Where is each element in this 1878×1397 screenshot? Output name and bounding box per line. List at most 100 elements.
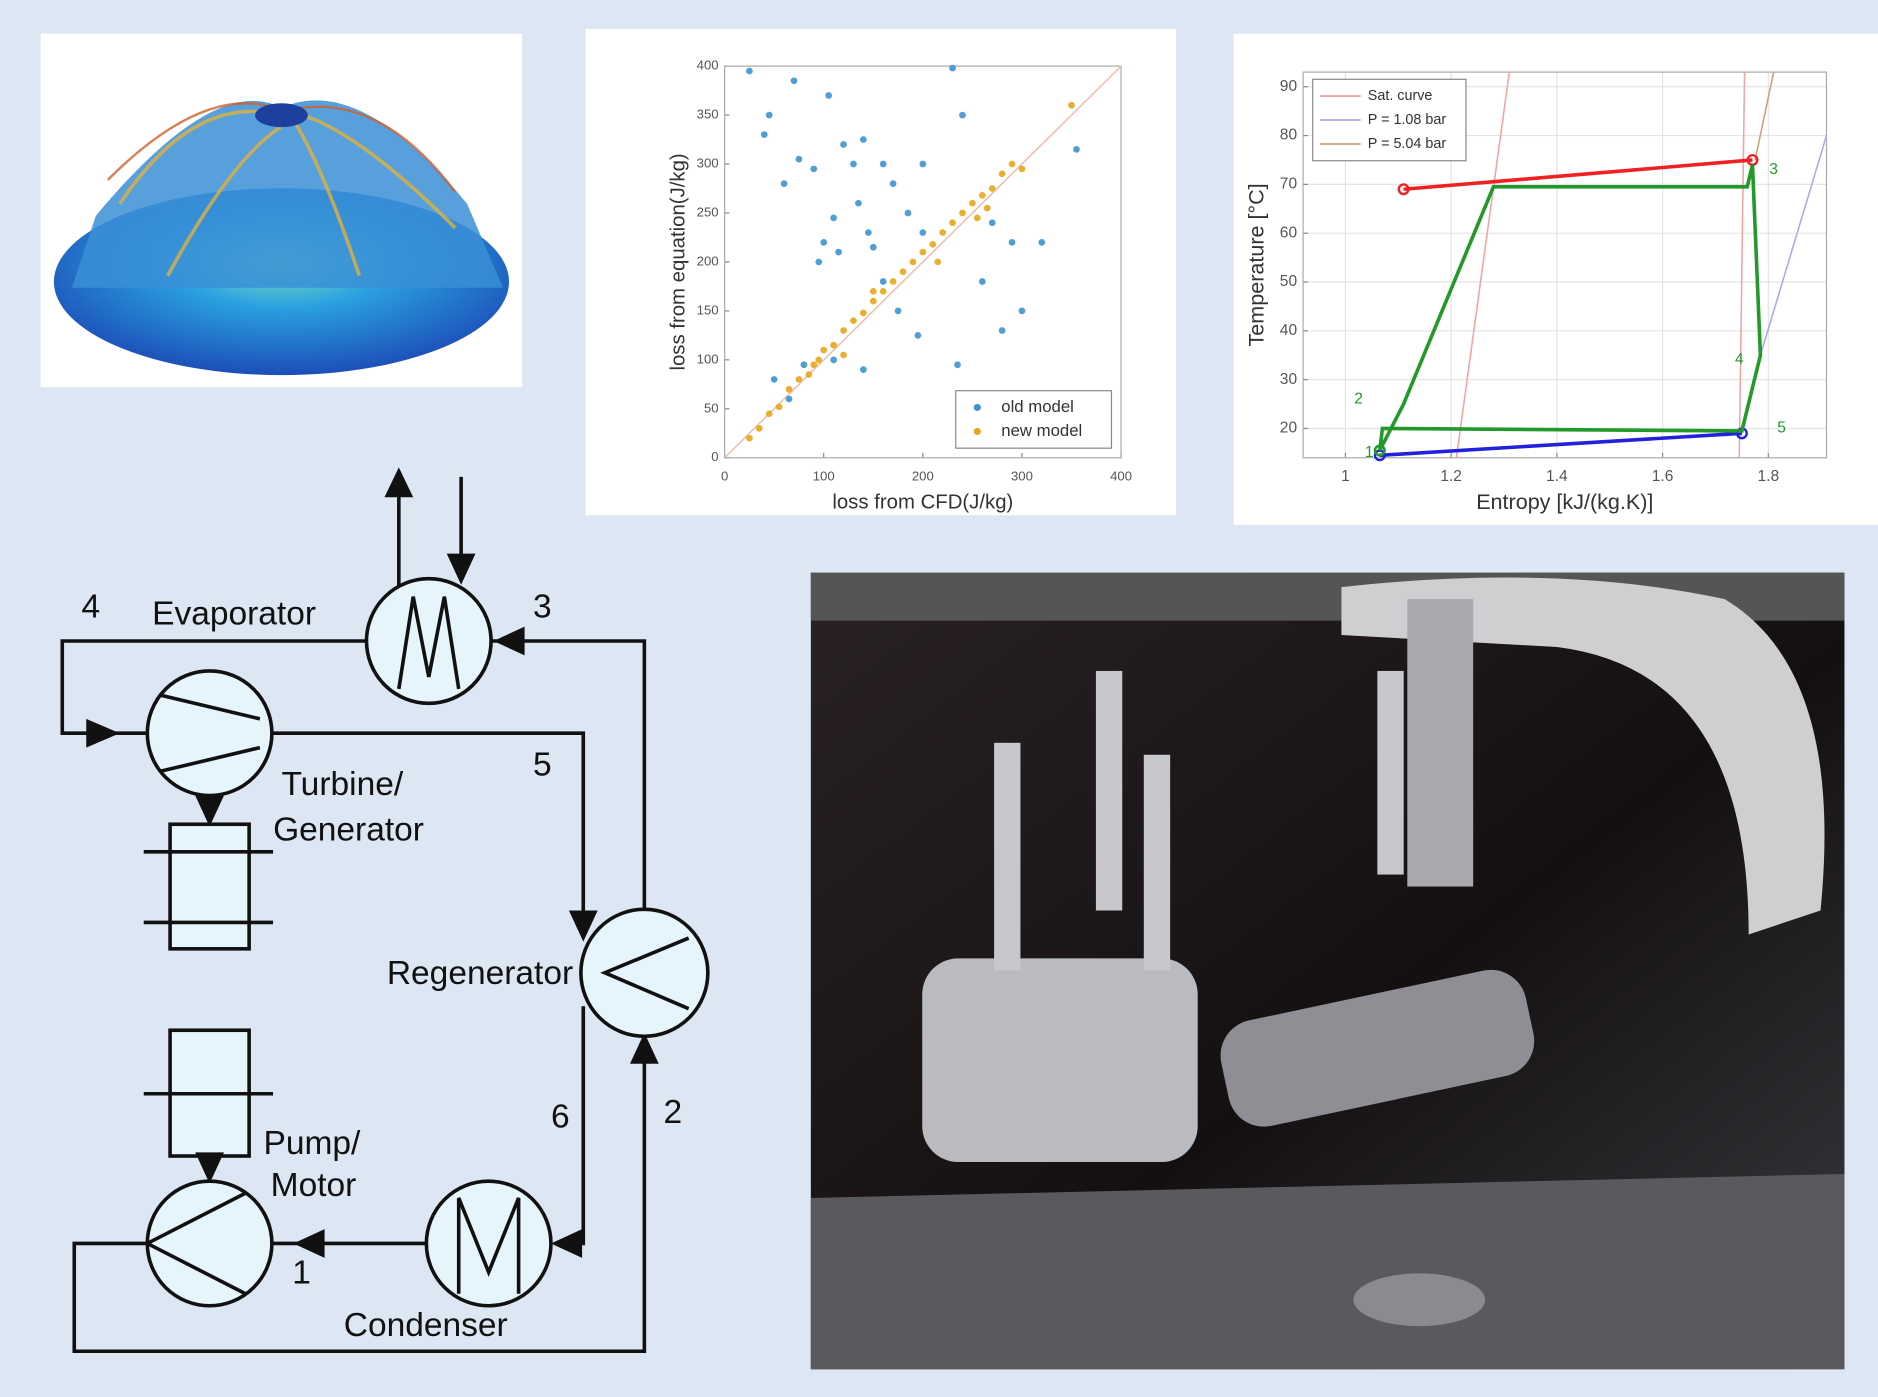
y-tick-label: 200 — [697, 253, 719, 268]
legend-label: new model — [1001, 421, 1082, 440]
y-axis-label: loss from equation(J/kg) — [667, 153, 689, 370]
legend-label: P = 1.08 bar — [1368, 112, 1447, 128]
point — [835, 249, 842, 256]
component-label: Generator — [273, 811, 424, 848]
page: {"chart_data": [ {"type": "scatter", "xl… — [0, 0, 1878, 1397]
point — [880, 278, 887, 285]
point — [974, 215, 981, 222]
annotation: 3 — [1769, 161, 1778, 178]
y-tick-label: 150 — [697, 302, 719, 317]
point — [929, 241, 936, 248]
point — [870, 244, 877, 251]
orc-schematic: 4 Evaporator 3 Turbine/ Generator 5 Rege… — [62, 467, 708, 1351]
cfd-image — [41, 34, 522, 387]
point — [865, 229, 872, 236]
x-axis-label: Entropy [kJ/(kg.K)] — [1476, 489, 1653, 514]
x-axis-label: loss from CFD(J/kg) — [832, 492, 1013, 514]
point — [1009, 239, 1016, 246]
legend-marker — [974, 428, 981, 435]
point — [900, 268, 907, 275]
point — [746, 435, 753, 442]
point — [989, 185, 996, 192]
x-tick-label: 1.4 — [1546, 468, 1568, 485]
point — [766, 410, 773, 417]
point — [959, 210, 966, 217]
y-tick-label: 50 — [1280, 273, 1298, 290]
point — [905, 210, 912, 217]
legend-label: old model — [1001, 397, 1074, 416]
point — [984, 205, 991, 212]
figure: 0100200300400050100150200250300350400los… — [0, 0, 1878, 1397]
point — [880, 161, 887, 168]
point — [791, 77, 798, 84]
annotation: 4 — [1735, 351, 1744, 368]
state-label: 4 — [81, 589, 100, 626]
state-label: 1 — [292, 1254, 311, 1291]
point — [890, 278, 897, 285]
point — [919, 229, 926, 236]
point — [815, 356, 822, 363]
y-tick-label: 50 — [704, 400, 719, 415]
point — [830, 215, 837, 222]
x-tick-label: 1 — [1341, 468, 1350, 485]
point — [830, 356, 837, 363]
x-tick-label: 1.6 — [1652, 468, 1674, 485]
state-label: 3 — [533, 589, 552, 626]
point — [880, 288, 887, 295]
y-tick-label: 40 — [1280, 322, 1298, 339]
point — [796, 156, 803, 163]
point — [959, 112, 966, 119]
point — [860, 366, 867, 373]
point — [810, 361, 817, 368]
point — [756, 425, 763, 432]
x-tick-label: 300 — [1011, 468, 1033, 483]
point — [919, 161, 926, 168]
point — [825, 92, 832, 99]
point — [850, 317, 857, 324]
point — [810, 166, 817, 173]
x-tick-label: 100 — [813, 468, 835, 483]
point — [870, 298, 877, 305]
annotation: 5 — [1777, 420, 1786, 437]
point — [796, 376, 803, 383]
point — [1068, 102, 1075, 109]
point — [895, 308, 902, 315]
x-tick-label: 0 — [721, 468, 728, 483]
component-label: Pump/ — [263, 1125, 361, 1162]
legend-label: Sat. curve — [1368, 88, 1433, 104]
point — [999, 327, 1006, 334]
point — [781, 180, 788, 187]
y-tick-label: 100 — [697, 351, 719, 366]
point — [771, 376, 778, 383]
point — [1019, 166, 1026, 173]
point — [989, 219, 996, 226]
point — [776, 403, 783, 410]
point — [820, 239, 827, 246]
y-tick-label: 90 — [1280, 78, 1298, 95]
point — [954, 361, 961, 368]
y-tick-label: 300 — [697, 156, 719, 171]
point — [786, 386, 793, 393]
point — [840, 327, 847, 334]
state-label: 2 — [664, 1094, 683, 1131]
component-label: Turbine/ — [281, 766, 403, 803]
point — [979, 278, 986, 285]
point — [890, 180, 897, 187]
point — [870, 288, 877, 295]
x-tick-label: 200 — [912, 468, 934, 483]
point — [860, 309, 867, 316]
y-tick-label: 80 — [1280, 127, 1298, 144]
point — [1038, 239, 1045, 246]
state-label: 5 — [533, 747, 552, 784]
point — [939, 229, 946, 236]
point — [979, 192, 986, 199]
y-tick-label: 0 — [711, 449, 718, 464]
point — [969, 200, 976, 207]
y-tick-label: 70 — [1280, 175, 1298, 192]
x-tick-label: 1.2 — [1440, 468, 1462, 485]
point — [999, 170, 1006, 177]
component-label: Regenerator — [387, 955, 573, 992]
legend-marker — [974, 404, 981, 411]
state-label: 6 — [551, 1099, 570, 1136]
point — [830, 342, 837, 349]
